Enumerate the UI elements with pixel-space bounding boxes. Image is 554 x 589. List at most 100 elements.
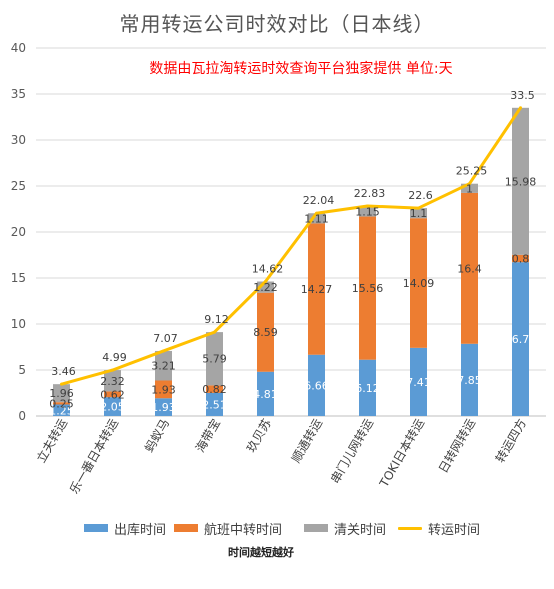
bar-customs [410, 208, 427, 219]
label-customs: 1.1 [410, 207, 428, 220]
label-outbound: 7.41 [406, 376, 431, 389]
label-flight: 0.25 [49, 397, 74, 410]
bar-customs [359, 205, 376, 217]
label-outbound: 1.93 [151, 401, 176, 414]
transit-label: 9.12 [204, 313, 229, 326]
legend-item-customs: 清关时间 [304, 518, 386, 538]
label-flight: 0.8 [512, 252, 530, 265]
label-flight: 14.09 [403, 277, 435, 290]
transit-point [111, 368, 114, 372]
label-outbound: 1.25 [49, 404, 74, 417]
label-flight: 16.4 [457, 262, 482, 275]
bar-flight [359, 216, 376, 360]
label-outbound: 6.12 [355, 382, 380, 395]
bar-flight [461, 192, 478, 344]
transit-label: 14.62 [252, 262, 284, 275]
legend-label-flight: 航班中转时间 [204, 522, 283, 538]
x-tick-label: 日转网转运 [435, 416, 478, 475]
transit-point [213, 330, 216, 334]
transit-point [468, 182, 471, 186]
transit-label: 22.6 [408, 189, 433, 202]
label-outbound: 2.51 [202, 398, 227, 411]
legend-swatch-transit [398, 526, 422, 530]
legend: 出库时间 航班中转时间 清关时间 转运时间 [0, 518, 554, 540]
x-tick-label: 乐一番日本转运 [66, 416, 121, 496]
bar-customs [461, 183, 478, 193]
label-outbound: 7.85 [457, 374, 482, 387]
transit-point [417, 206, 420, 210]
label-outbound: 4.81 [253, 388, 278, 401]
label-flight: 0.62 [100, 388, 125, 401]
transit-label: 4.99 [102, 351, 127, 364]
x-tick-label: 玖贝苏 [244, 417, 274, 455]
bar-flight [308, 223, 325, 355]
label-customs: 1.11 [304, 212, 329, 225]
label-flight: 14.27 [301, 283, 333, 296]
y-tick-label: 0 [18, 409, 26, 423]
legend-swatch-outbound [84, 524, 108, 532]
bar-customs [104, 370, 121, 392]
bar-outbound [104, 397, 121, 416]
bar-flight [410, 218, 427, 348]
y-tick-label: 20 [11, 225, 26, 239]
label-customs: 1.15 [355, 205, 380, 218]
label-outbound: 16.72 [505, 333, 537, 346]
y-tick-label: 25 [11, 179, 26, 193]
transit-label: 3.46 [51, 365, 76, 378]
bar-outbound [461, 343, 478, 416]
transit-label: 22.04 [303, 194, 335, 207]
label-flight: 15.56 [352, 282, 384, 295]
legend-item-transit: 转运时间 [398, 518, 480, 538]
plot-area: 0 5 10 15 20 25 30 35 40 1.250.251.96 2.050.622.32… [11, 41, 546, 496]
y-tick-label: 35 [11, 87, 26, 101]
legend-swatch-flight [174, 524, 198, 532]
bar-outbound [257, 371, 274, 416]
transit-label: 7.07 [153, 332, 178, 345]
x-tick-label: 蚂蚁马 [141, 416, 172, 455]
transit-label: 33.5 [510, 89, 535, 102]
x-tick-label: TOKI日本转运 [376, 416, 428, 490]
bar-customs [257, 281, 274, 293]
x-tick-label: 串门儿网转运 [327, 416, 376, 486]
label-customs: 5.79 [202, 353, 227, 366]
transit-point [264, 279, 267, 283]
bar-flight [104, 391, 121, 398]
bar-outbound [410, 347, 427, 416]
bar-customs [155, 350, 172, 381]
label-customs: 1.22 [253, 281, 278, 294]
transit-point [519, 106, 522, 110]
bar-flight [155, 380, 172, 399]
bar-outbound [359, 359, 376, 416]
x-tick-label: 顺通转运 [288, 416, 325, 465]
legend-label-customs: 清关时间 [334, 522, 387, 538]
bar-flight [53, 402, 70, 405]
y-tick-label: 30 [11, 133, 26, 147]
bar-customs [53, 384, 70, 403]
legend-label-outbound: 出库时间 [114, 522, 167, 538]
bar-outbound [308, 354, 325, 416]
x-tick-label: 立夫转运 [33, 416, 70, 465]
legend-item-flight: 航班中转时间 [174, 518, 282, 538]
legend-label-transit: 转运时间 [428, 522, 481, 538]
label-customs: 1 [466, 182, 473, 195]
label-flight: 0.82 [202, 383, 227, 396]
transit-point [162, 349, 165, 353]
label-flight: 8.59 [253, 326, 278, 339]
label-customs: 3.21 [151, 360, 176, 373]
legend-item-outbound: 出库时间 [84, 518, 166, 538]
x-tick-label: 海带宝 [192, 416, 223, 455]
y-tick-label: 5 [18, 363, 26, 377]
bar-customs [512, 107, 529, 255]
bar-customs [206, 332, 223, 386]
label-outbound: 2.05 [100, 401, 125, 414]
label-customs: 2.32 [100, 375, 125, 388]
chart-title: 常用转运公司时效对比（日本线） [119, 12, 435, 36]
label-customs: 15.98 [505, 175, 537, 188]
chart-subtitle: 数据由瓦拉淘转运时效查询平台独家提供 单位:天 [149, 61, 453, 77]
y-tick-label: 10 [11, 317, 26, 331]
legend-swatch-customs [304, 524, 328, 532]
transit-label: 22.83 [354, 187, 386, 200]
bar-outbound [53, 404, 70, 416]
chart-note: 时间越短越好 [228, 546, 294, 559]
